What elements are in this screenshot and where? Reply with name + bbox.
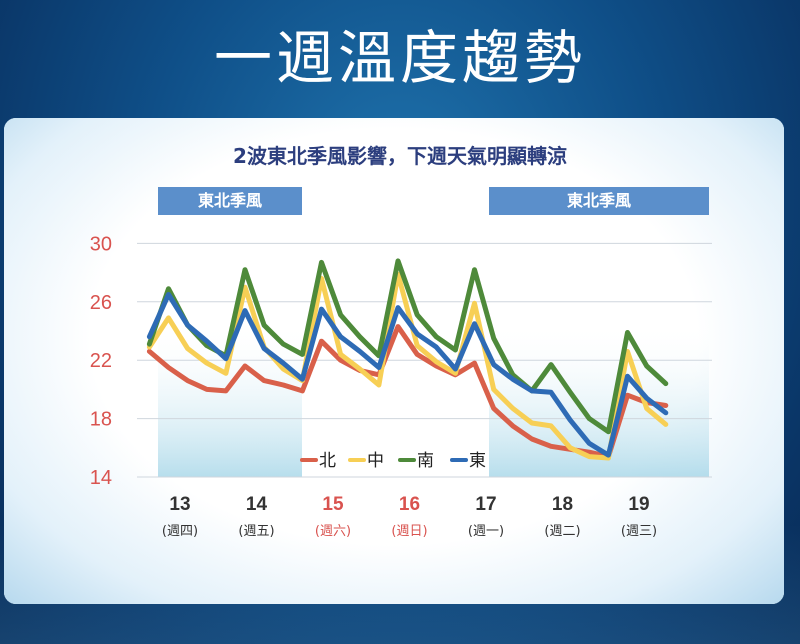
x-tick-weekday: (週四) xyxy=(162,524,198,539)
x-tick-day: 19 xyxy=(628,494,649,515)
legend-label-north: 北 xyxy=(319,451,336,471)
series-line-south xyxy=(146,258,669,435)
x-tick-day: 18 xyxy=(552,494,573,515)
y-tick-label: 18 xyxy=(90,409,112,431)
monsoon-label-1: 東北季風 xyxy=(158,187,302,215)
y-tick-label: 26 xyxy=(90,292,112,314)
y-tick-label: 14 xyxy=(90,467,112,489)
x-tick-weekday: (週五) xyxy=(238,524,274,539)
legend-label-south: 南 xyxy=(417,451,434,471)
y-tick-label: 22 xyxy=(90,350,112,372)
x-tick-day: 16 xyxy=(399,494,420,515)
y-tick-label: 30 xyxy=(90,233,112,255)
x-tick-day: 14 xyxy=(246,494,268,515)
x-tick-weekday: (週日) xyxy=(391,524,427,539)
x-tick-weekday: (週三) xyxy=(621,524,657,539)
x-tick-day: 17 xyxy=(475,494,496,515)
x-tick-weekday: (週一) xyxy=(468,524,504,539)
chart-subtitle: 2波東北季風影響，下週天氣明顯轉涼 xyxy=(233,144,567,168)
x-tick-weekday: (週六) xyxy=(315,524,351,539)
x-tick-weekday: (週二) xyxy=(544,524,580,539)
x-tick-day: 13 xyxy=(169,494,190,515)
legend-label-central: 中 xyxy=(367,451,384,471)
x-tick-day: 15 xyxy=(322,494,344,515)
monsoon-label-2: 東北季風 xyxy=(489,187,709,215)
page-title: 一週溫度趨勢 xyxy=(213,24,586,92)
legend-label-east: 東 xyxy=(469,451,486,471)
series-line-east xyxy=(146,292,669,458)
